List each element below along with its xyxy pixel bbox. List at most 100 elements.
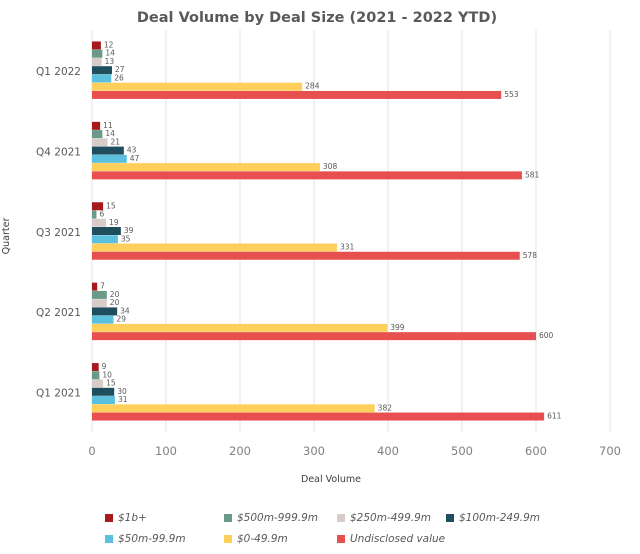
legend-label: $100m-249.9m [459, 512, 540, 524]
legend-swatch [105, 535, 113, 543]
bar [92, 210, 97, 219]
bar [92, 154, 127, 163]
data-label: 382 [378, 403, 393, 412]
data-label: 308 [323, 162, 338, 171]
data-label: 11 [103, 121, 113, 130]
bar [92, 163, 320, 172]
data-label: 15 [106, 201, 116, 210]
x-tick-label: 600 [525, 444, 547, 458]
data-label: 20 [110, 290, 120, 299]
bar [92, 290, 107, 299]
x-tick-label: 400 [377, 444, 399, 458]
data-label: 27 [115, 65, 125, 74]
data-label: 21 [111, 137, 121, 146]
data-label: 6 [99, 210, 104, 219]
data-label: 35 [121, 234, 131, 243]
data-label: 39 [124, 226, 134, 235]
bar [92, 74, 112, 83]
chart-title: Deal Volume by Deal Size (2021 - 2022 YT… [137, 10, 497, 26]
data-label: 14 [105, 129, 115, 138]
data-label: 20 [110, 298, 120, 307]
bar [92, 146, 124, 155]
legend: $1b+ $500m-999.9m $250m-499.9m $100m-249.9m… [105, 512, 540, 545]
bar [92, 90, 502, 99]
bar [92, 387, 115, 396]
category-label: Q1 2022 [36, 66, 81, 78]
data-label: 30 [117, 387, 127, 396]
bar [92, 218, 107, 227]
category-label: Q3 2021 [36, 227, 81, 239]
bar [92, 235, 118, 244]
bar [92, 404, 375, 413]
bar [92, 379, 104, 388]
bar [92, 138, 108, 147]
category-label: Q2 2021 [36, 307, 81, 319]
data-label: 611 [547, 412, 562, 421]
bar [92, 412, 545, 421]
x-tick-label: 500 [451, 444, 473, 458]
bar [92, 323, 388, 332]
x-axis-title: Deal Volume [301, 474, 361, 485]
data-label: 553 [504, 90, 519, 99]
bar [92, 251, 520, 260]
bar [92, 57, 102, 66]
x-tick-label: 0 [88, 444, 95, 458]
data-label: 12 [104, 40, 114, 49]
legend-swatch [337, 514, 345, 522]
data-label: 14 [105, 49, 115, 58]
data-label: 34 [120, 306, 130, 315]
bar [92, 396, 115, 405]
bar [92, 371, 100, 380]
bar [92, 315, 114, 324]
category-label: Q1 2021 [36, 388, 81, 400]
legend-label: $1b+ [118, 512, 147, 524]
category-label: Q4 2021 [36, 146, 81, 158]
legend-swatch [224, 535, 232, 543]
legend-label: $500m-999.9m [237, 512, 318, 524]
data-label: 26 [114, 73, 124, 82]
data-label: 331 [340, 243, 355, 252]
data-labels: 1214132726284553111421434730858115619393… [99, 40, 561, 420]
data-label: 19 [109, 218, 119, 227]
data-label: 13 [105, 57, 115, 66]
legend-label: $0-49.9m [237, 533, 288, 545]
data-label: 399 [390, 323, 405, 332]
data-label: 7 [100, 282, 105, 291]
data-label: 31 [118, 395, 128, 404]
data-label: 47 [130, 154, 140, 163]
data-label: 15 [106, 379, 116, 388]
data-label: 10 [102, 370, 112, 379]
bar [92, 282, 98, 291]
bar [92, 243, 337, 252]
bar [92, 41, 101, 50]
data-label: 600 [539, 331, 554, 340]
bar [92, 171, 522, 180]
x-tick-label: 100 [155, 444, 177, 458]
legend-label: $250m-499.9m [350, 512, 431, 524]
y-axis-title: Quarter [1, 218, 12, 255]
bar [92, 307, 118, 316]
x-tick-label: 200 [229, 444, 251, 458]
bar [92, 299, 107, 308]
bar [92, 121, 101, 130]
legend-swatch [337, 535, 345, 543]
data-label: 578 [523, 251, 538, 260]
bar [92, 227, 121, 235]
data-label: 9 [102, 362, 107, 371]
bars [92, 41, 545, 421]
data-label: 284 [305, 82, 320, 91]
data-label: 29 [116, 315, 126, 324]
legend-swatch [446, 514, 454, 522]
x-tick-label: 300 [303, 444, 325, 458]
bar [92, 363, 99, 372]
bar [92, 130, 103, 139]
legend-label: Undisclosed value [350, 533, 445, 545]
data-label: 43 [127, 146, 137, 155]
bar [92, 202, 104, 211]
bar [92, 332, 536, 341]
x-tick-labels: 0 100 200 300 400 500 600 700 [88, 444, 621, 458]
bar [92, 49, 103, 58]
legend-swatch [105, 514, 113, 522]
bar [92, 66, 112, 75]
